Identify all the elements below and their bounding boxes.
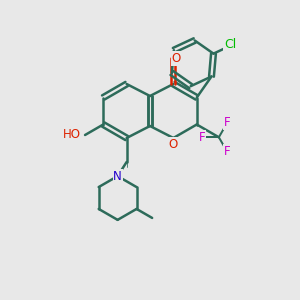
Text: Cl: Cl (224, 38, 236, 51)
Text: F: F (224, 116, 230, 130)
Text: O: O (172, 52, 181, 65)
Text: F: F (199, 131, 206, 144)
Text: N: N (113, 169, 122, 183)
Text: HO: HO (62, 128, 80, 142)
Text: F: F (224, 145, 230, 158)
Text: O: O (169, 137, 178, 151)
